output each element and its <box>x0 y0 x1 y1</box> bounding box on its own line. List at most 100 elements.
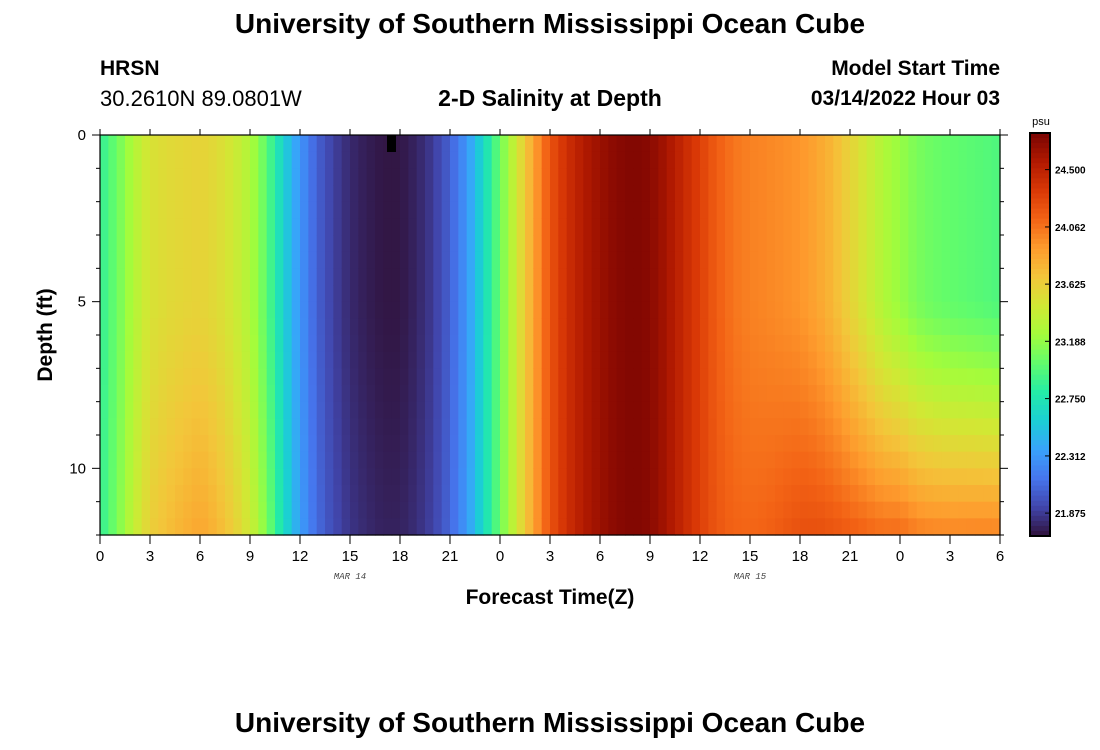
heatmap-cell <box>883 268 893 286</box>
heatmap-cell <box>383 518 393 536</box>
heatmap-cell <box>600 318 609 336</box>
colorbar-frame <box>1029 132 1051 537</box>
heatmap-cell <box>325 351 334 369</box>
heatmap-cell <box>700 468 709 486</box>
x-tick-label: 3 <box>946 548 954 565</box>
heatmap-cell <box>175 218 184 236</box>
heatmap-cell <box>266 518 276 536</box>
heatmap-cell <box>741 485 751 503</box>
heatmap-cell <box>441 335 451 353</box>
heatmap-cell <box>233 401 243 419</box>
colorbar-segment <box>1030 198 1050 205</box>
heatmap-cell <box>641 335 651 353</box>
colorbar-tick-label: 24.062 <box>1055 223 1086 234</box>
colorbar-segment <box>1030 460 1050 467</box>
heatmap-cell <box>108 168 118 186</box>
heatmap-cell <box>208 451 218 469</box>
heatmap-cell <box>325 268 334 286</box>
heatmap-cell <box>350 235 359 253</box>
heatmap-cell <box>458 418 468 436</box>
heatmap-cell <box>508 501 518 519</box>
heatmap-cell <box>766 218 776 236</box>
heatmap-cell <box>250 335 259 353</box>
heatmap-cell <box>641 501 651 519</box>
heatmap-cell <box>883 285 893 303</box>
heatmap-cell <box>691 385 701 403</box>
heatmap-cell <box>816 501 826 519</box>
heatmap-cell <box>291 368 301 386</box>
heatmap-cell <box>758 501 768 519</box>
heatmap-cell <box>941 218 951 236</box>
heatmap-cell <box>483 185 493 203</box>
heatmap-cell <box>866 351 876 369</box>
heatmap-cell <box>758 135 768 153</box>
heatmap-cell <box>766 285 776 303</box>
heatmap-cell <box>825 301 834 319</box>
heatmap-cell <box>308 401 318 419</box>
heatmap-cell <box>783 368 793 386</box>
heatmap-cell <box>891 201 901 219</box>
heatmap-cell <box>725 168 734 186</box>
heatmap-cell <box>958 468 968 486</box>
heatmap-cell <box>591 418 601 436</box>
heatmap-cell <box>366 401 376 419</box>
heatmap-cell <box>333 185 343 203</box>
heatmap-cell <box>608 418 618 436</box>
heatmap-cell <box>108 185 118 203</box>
heatmap-cell <box>508 435 518 453</box>
heatmap-cell <box>416 485 426 503</box>
heatmap-cell <box>750 168 759 186</box>
heatmap-cell <box>883 318 893 336</box>
heatmap-cell <box>900 335 909 353</box>
heatmap-cell <box>600 485 609 503</box>
heatmap-cell <box>291 285 301 303</box>
heatmap-cell <box>408 385 418 403</box>
heatmap-cell <box>900 218 909 236</box>
heatmap-cell <box>191 268 201 286</box>
heatmap-cell <box>191 518 201 536</box>
heatmap <box>100 135 1001 536</box>
heatmap-cell <box>358 485 368 503</box>
heatmap-cell <box>858 268 868 286</box>
heatmap-cell <box>475 251 484 269</box>
heatmap-cell <box>258 335 268 353</box>
heatmap-cell <box>408 301 418 319</box>
heatmap-cell <box>733 268 743 286</box>
heatmap-cell <box>550 485 559 503</box>
heatmap-cell <box>775 301 784 319</box>
heatmap-cell <box>708 335 718 353</box>
heatmap-cell <box>675 385 684 403</box>
colorbar-segment <box>1030 188 1050 195</box>
heatmap-cell <box>583 318 593 336</box>
heatmap-cell <box>750 385 759 403</box>
heatmap-cell <box>108 268 118 286</box>
heatmap-cell <box>891 151 901 169</box>
heatmap-cell <box>133 368 143 386</box>
heatmap-cell <box>641 318 651 336</box>
heatmap-cell <box>850 135 859 153</box>
heatmap-cell <box>258 201 268 219</box>
heatmap-cell <box>300 301 309 319</box>
heatmap-cell <box>858 251 868 269</box>
heatmap-cell <box>283 268 293 286</box>
heatmap-cell <box>908 251 918 269</box>
heatmap-cell <box>158 451 168 469</box>
heatmap-cell <box>358 435 368 453</box>
heatmap-cell <box>983 318 993 336</box>
heatmap-cell <box>775 518 784 536</box>
heatmap-cell <box>675 218 684 236</box>
heatmap-cell <box>250 451 259 469</box>
heatmap-cell <box>708 268 718 286</box>
heatmap-cell <box>683 501 693 519</box>
heatmap-cell <box>541 168 551 186</box>
heatmap-cell <box>275 168 284 186</box>
heatmap-cell <box>916 401 926 419</box>
heatmap-cell <box>391 135 401 153</box>
heatmap-cell <box>658 201 668 219</box>
heatmap-cell <box>275 201 284 219</box>
heatmap-cell <box>933 401 943 419</box>
heatmap-cell <box>991 235 1001 253</box>
heatmap-cell <box>141 451 151 469</box>
heatmap-cell <box>883 401 893 419</box>
heatmap-cell <box>608 235 618 253</box>
